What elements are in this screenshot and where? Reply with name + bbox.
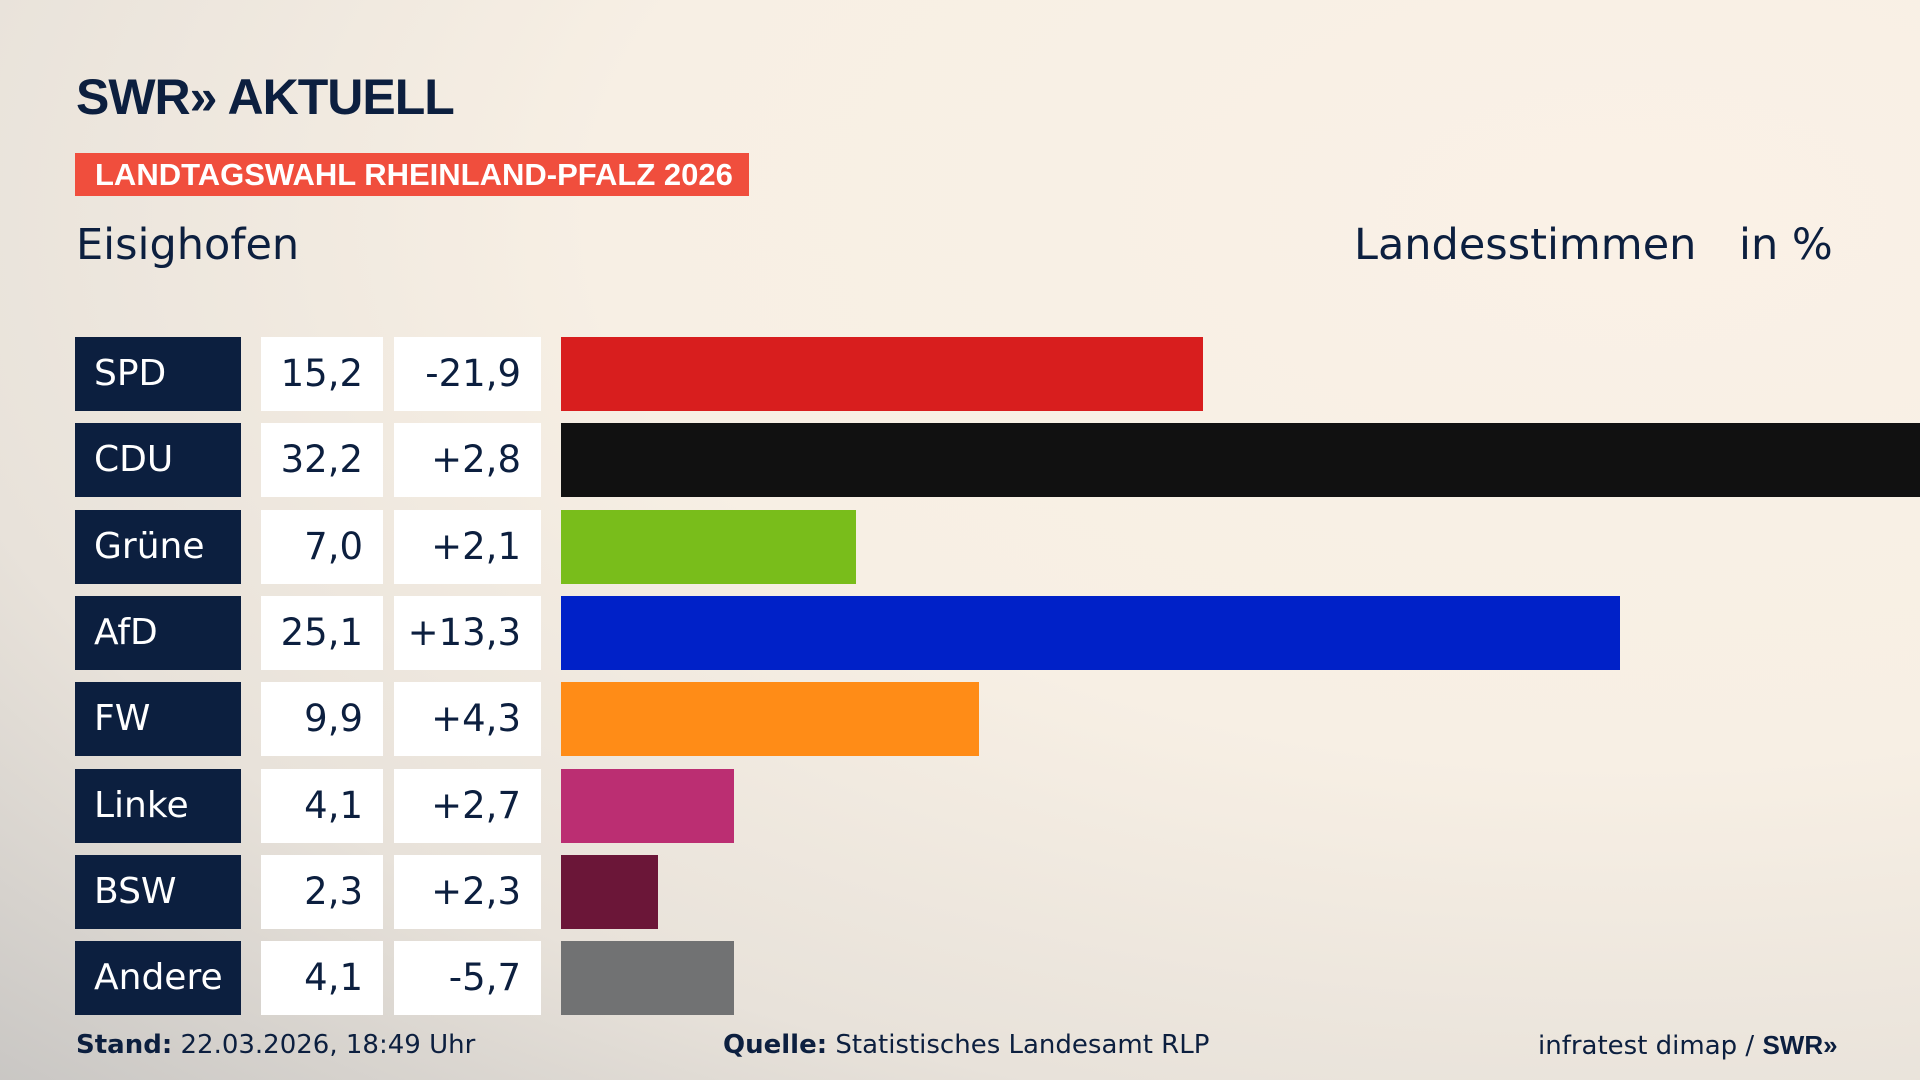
bar xyxy=(561,854,659,929)
election-banner: LANDTAGSWAHL RHEINLAND-PFALZ 2026 xyxy=(75,153,749,196)
diff-label: +2,8 xyxy=(394,423,541,498)
source-value: Statistisches Landesamt RLP xyxy=(835,1030,1210,1060)
credit-text: infratest dimap / xyxy=(1538,1031,1763,1061)
source: Quelle: Statistisches Landesamt RLP xyxy=(723,1030,1209,1060)
value-label: 32,2 xyxy=(261,423,383,498)
value-label: 4,1 xyxy=(261,768,383,843)
source-label: Quelle: xyxy=(723,1030,828,1060)
party-label: Linke xyxy=(75,768,241,843)
value-label: 4,1 xyxy=(261,941,383,1016)
party-label: AfD xyxy=(75,595,241,670)
unit-label: in % xyxy=(1739,220,1833,270)
diff-label: +13,3 xyxy=(394,595,541,670)
swr-aktuell-logo: SWR» AKTUELL xyxy=(76,69,455,125)
bar xyxy=(561,423,1920,498)
party-label: SPD xyxy=(75,337,241,411)
party-label: Andere xyxy=(75,941,241,1016)
diff-label: +4,3 xyxy=(394,682,541,757)
party-label: CDU xyxy=(75,423,241,498)
swr-logo: SWR» xyxy=(1762,1030,1838,1060)
diff-label: +2,7 xyxy=(394,768,541,843)
diff-label: +2,1 xyxy=(394,509,541,584)
bar xyxy=(561,768,735,843)
value-label: 9,9 xyxy=(261,682,383,757)
value-label: 25,1 xyxy=(261,595,383,670)
value-label: 15,2 xyxy=(261,337,383,411)
diff-label: -5,7 xyxy=(394,941,541,1016)
place-title: Eisighofen xyxy=(76,220,300,270)
stand-value: 22.03.2026, 18:49 Uhr xyxy=(180,1030,476,1060)
bar xyxy=(561,509,857,584)
diff-label: +2,3 xyxy=(394,854,541,929)
bar xyxy=(561,941,735,1016)
stand-label: Stand: xyxy=(76,1030,173,1060)
value-label: 2,3 xyxy=(261,854,383,929)
party-label: Grüne xyxy=(75,509,241,584)
party-label: FW xyxy=(75,682,241,757)
value-label: 7,0 xyxy=(261,509,383,584)
measure-label: Landesstimmen xyxy=(1354,220,1697,270)
bar xyxy=(561,595,1621,670)
diff-label: -21,9 xyxy=(394,337,541,411)
timestamp: Stand: 22.03.2026, 18:49 Uhr xyxy=(76,1030,475,1060)
party-label: BSW xyxy=(75,854,241,929)
bar xyxy=(561,337,1203,411)
bar xyxy=(561,682,979,757)
credit: infratest dimap / SWR» xyxy=(1538,1030,1838,1061)
